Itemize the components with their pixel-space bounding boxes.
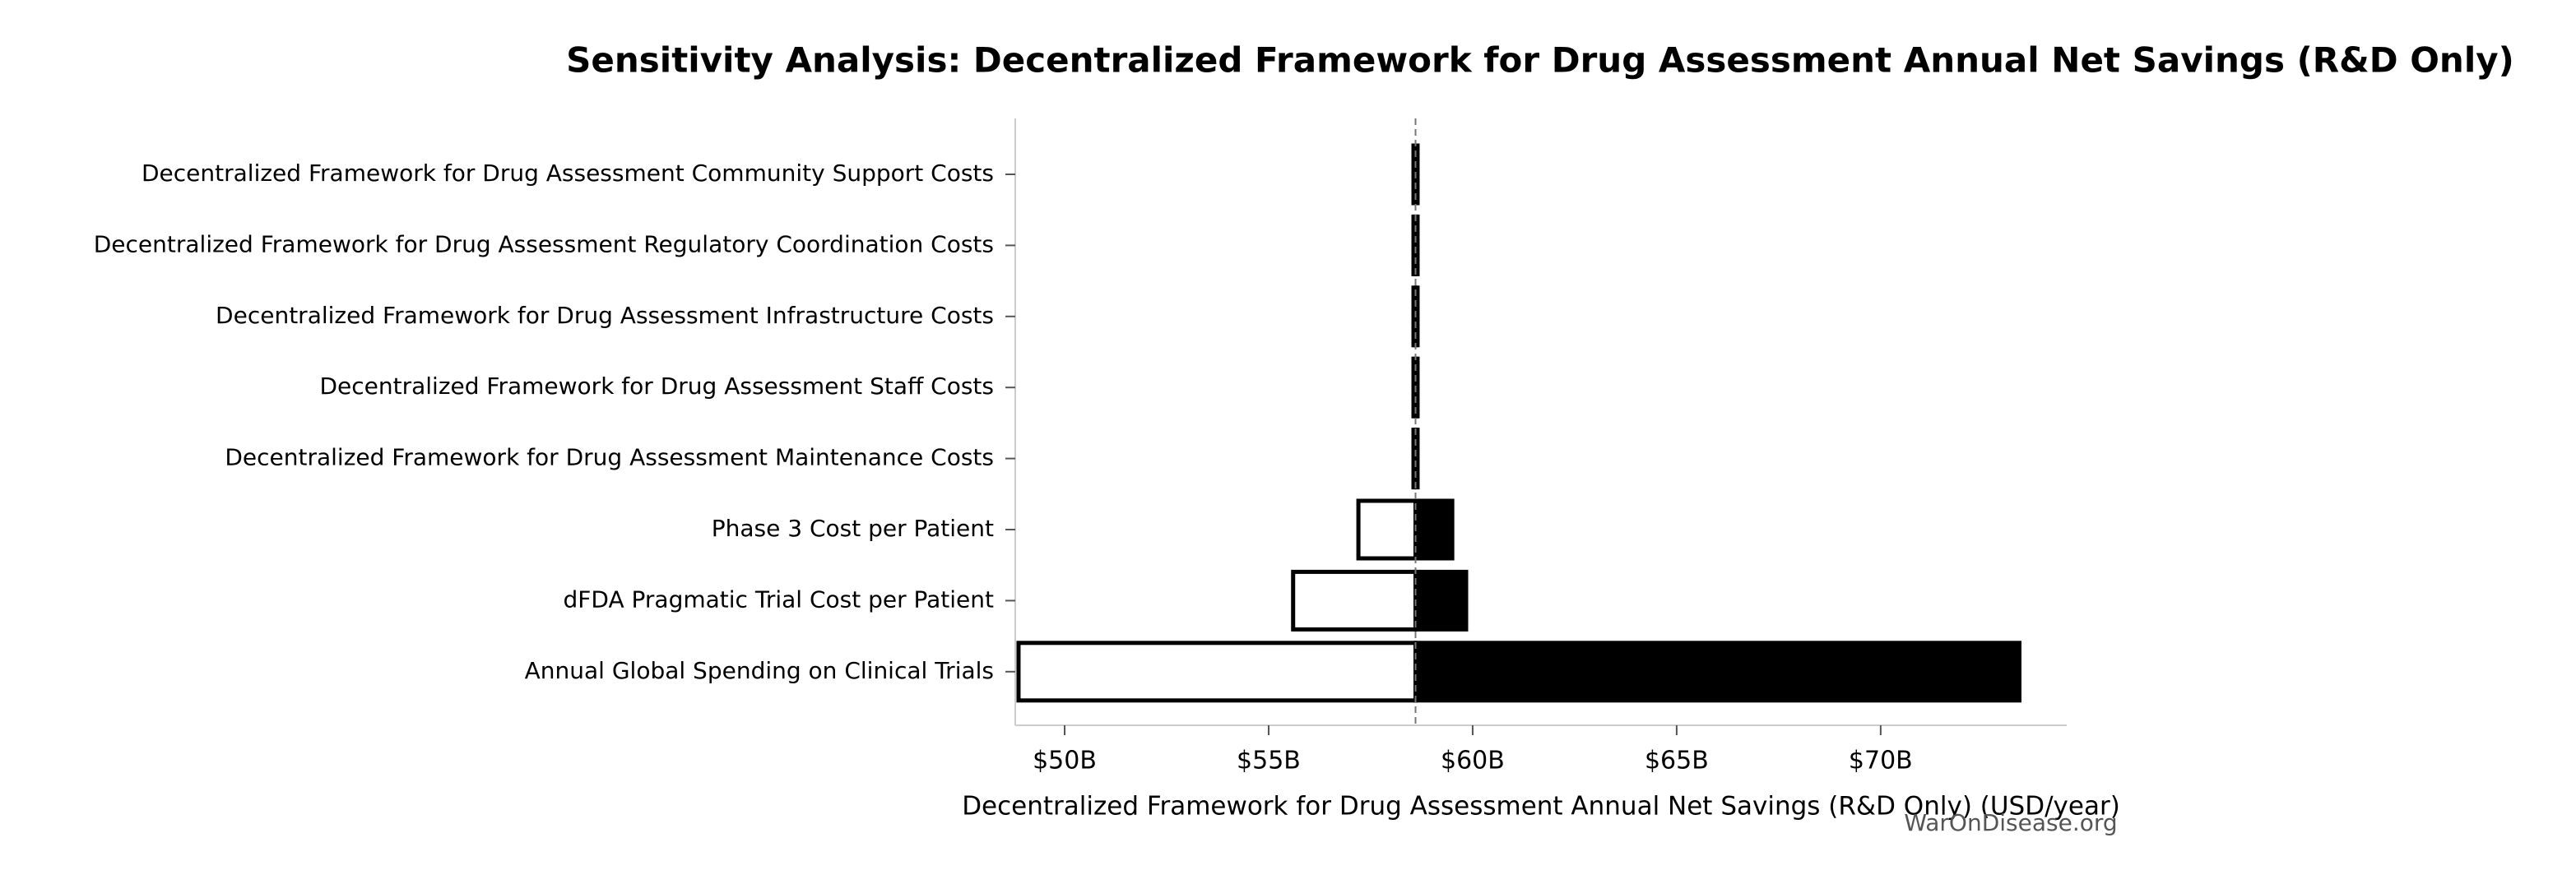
high-bar xyxy=(1413,214,1420,276)
y-tick-label: Decentralized Framework for Drug Assessm… xyxy=(225,444,994,471)
high-bar xyxy=(1413,641,2021,703)
x-tick-label: $60B xyxy=(1441,747,1505,775)
high-bar xyxy=(1413,569,1469,632)
y-tick-label: Phase 3 Cost per Patient xyxy=(712,515,994,542)
x-tick-label: $65B xyxy=(1645,747,1709,775)
y-tick-label: Decentralized Framework for Drug Assessm… xyxy=(94,230,994,257)
low-bar xyxy=(1016,641,1418,703)
x-tick-label: $55B xyxy=(1237,747,1301,775)
y-tick-label: Decentralized Framework for Drug Assessm… xyxy=(216,302,994,329)
y-tick-label: Decentralized Framework for Drug Assessm… xyxy=(142,160,994,187)
y-tick-label: Annual Global Spending on Clinical Trial… xyxy=(525,657,994,684)
watermark: WarOnDisease.org xyxy=(1904,809,2117,836)
y-tick-label: Decentralized Framework for Drug Assessm… xyxy=(319,373,994,400)
low-bar xyxy=(1356,498,1418,561)
y-tick-label: dFDA Pragmatic Trial Cost per Patient xyxy=(564,585,995,613)
high-bar xyxy=(1413,498,1455,561)
x-tick-label: $70B xyxy=(1849,747,1913,775)
x-tick-label: $50B xyxy=(1033,747,1097,775)
chart-title: Sensitivity Analysis: Decentralized Fram… xyxy=(566,40,2514,81)
x-axis-label: Decentralized Framework for Drug Assessm… xyxy=(962,792,2120,822)
high-bar xyxy=(1413,428,1420,490)
low-bar xyxy=(1291,569,1418,632)
